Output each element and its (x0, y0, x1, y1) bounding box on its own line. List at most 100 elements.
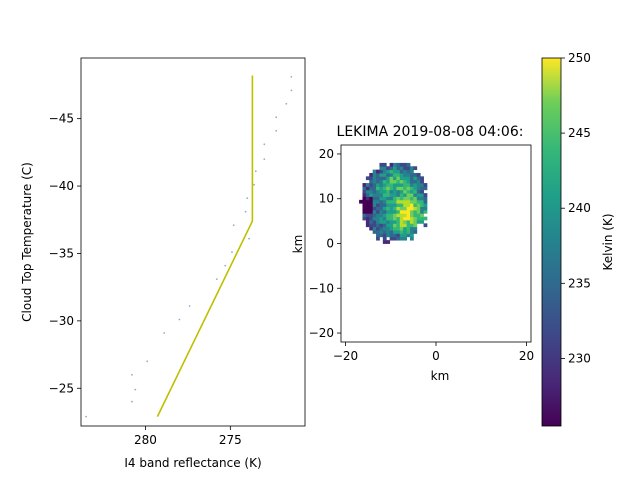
heatmap-cell (393, 216, 397, 221)
colorbar-tick-label: 240 (568, 201, 591, 215)
heatmap-cell (416, 186, 421, 191)
heatmap-cell (369, 186, 374, 191)
heatmap-cell (362, 186, 367, 191)
heatmap-cell (403, 223, 407, 228)
heatmap-cell (372, 216, 377, 221)
heatmap-cell (406, 219, 411, 224)
heatmap-cell (413, 209, 418, 214)
heatmap-cell (409, 176, 414, 181)
heatmap-cell (403, 216, 407, 221)
heatmap-cell (369, 183, 374, 187)
heatmap-cell (382, 209, 387, 214)
heatmap-cell (382, 236, 387, 241)
heatmap-cell (396, 216, 401, 221)
left-x-axis-label: I4 band reflectance (K) (124, 456, 261, 470)
heatmap-cell (376, 213, 380, 218)
heatmap-cell (362, 199, 367, 204)
heatmap-cell (396, 189, 401, 194)
heatmap-cell (399, 206, 404, 211)
heatmap-cell (393, 186, 397, 191)
heatmap-cell (399, 209, 404, 214)
heatmap-cell (379, 226, 384, 231)
heatmap-cell (396, 223, 401, 228)
left-panel: 280 275 −25 −30 −35 −40 −45 I4 band reflectan… (20, 57, 306, 470)
heatmap-cell (393, 236, 397, 241)
scatter-point-6 (178, 318, 181, 321)
heatmap-cell (399, 213, 404, 218)
heatmap-cell (409, 172, 414, 177)
heatmap-cell (409, 230, 414, 234)
heatmap-cell (365, 176, 370, 181)
colorbar-ticks: 230 235 240 245 250 (561, 51, 591, 365)
heatmap-cell (379, 166, 384, 171)
heatmap-cell (376, 209, 380, 214)
heatmap-cell (406, 196, 411, 201)
heatmap-cell (386, 189, 391, 194)
heatmap-cell (399, 172, 404, 177)
heatmap-y-tick-label: 0 (326, 237, 334, 251)
heatmap-cell (420, 176, 424, 181)
heatmap-cell (393, 209, 397, 214)
heatmap-cell (389, 186, 394, 191)
heatmap-cell (403, 230, 407, 234)
heatmap-cell (376, 219, 380, 224)
heatmap-cell (409, 213, 414, 218)
heatmap-cell (362, 209, 367, 214)
heatmap-cell (423, 216, 428, 221)
heatmap-cell (396, 193, 401, 197)
heatmap-x-tick-label: 20 (519, 349, 534, 363)
scatter-point-8 (215, 278, 218, 280)
heatmap-cell (409, 233, 414, 238)
heatmap-cell (386, 223, 391, 228)
heatmap-cell (420, 196, 424, 201)
heatmap-cell (413, 199, 418, 204)
heatmap-cell (409, 203, 414, 207)
colorbar-tick-label: 235 (568, 276, 591, 290)
heatmap-cell (420, 183, 424, 187)
heatmap-cell (423, 196, 428, 201)
heatmap-cell (362, 196, 367, 201)
left-y-tick-label: −25 (49, 381, 74, 395)
heatmap-cell (416, 206, 421, 211)
heatmap-cell (393, 213, 397, 218)
heatmap-cell (365, 209, 370, 214)
colorbar: 230 235 240 245 250 Kelvin (K) (541, 51, 615, 427)
heatmap-cell (365, 223, 370, 228)
heatmap-cell (416, 172, 421, 177)
heatmap-cell (379, 189, 384, 194)
heatmap-cell (416, 213, 421, 218)
scatter-point-23 (290, 76, 293, 78)
heatmap-x-tick-label: 0 (432, 349, 440, 363)
heatmap-cell (406, 226, 411, 231)
heatmap-cell (372, 213, 377, 218)
heatmap-cell (420, 179, 424, 184)
heatmap-cell (389, 209, 394, 214)
heatmap-cell (386, 196, 391, 201)
heatmap-cell (372, 199, 377, 204)
heatmap-cell (379, 193, 384, 197)
heatmap-cell (406, 230, 411, 234)
heatmap-cell (389, 199, 394, 204)
heatmap-cell (365, 213, 370, 218)
heatmap-cell (386, 186, 391, 191)
heatmap-cell (399, 176, 404, 181)
heatmap-cell (369, 196, 374, 201)
heatmap-cell (376, 186, 380, 191)
heatmap-cell (382, 179, 387, 184)
heatmap-cell (386, 166, 391, 171)
heatmap-cell (386, 233, 391, 238)
heatmap-cell (409, 209, 414, 214)
left-y-axis-label: Cloud Top Temperature (C) (20, 162, 34, 322)
heatmap-cell (403, 196, 407, 201)
heatmap-cell (393, 223, 397, 228)
heatmap-cell (386, 216, 391, 221)
heatmap-cell (365, 203, 370, 207)
heatmap-cell (403, 193, 407, 197)
heatmap-cell (372, 172, 377, 177)
heatmap-cell (369, 193, 374, 197)
heatmap-cell (409, 206, 414, 211)
heatmap-cell (379, 213, 384, 218)
heatmap-cell (406, 172, 411, 177)
heatmap-cell (372, 230, 377, 234)
